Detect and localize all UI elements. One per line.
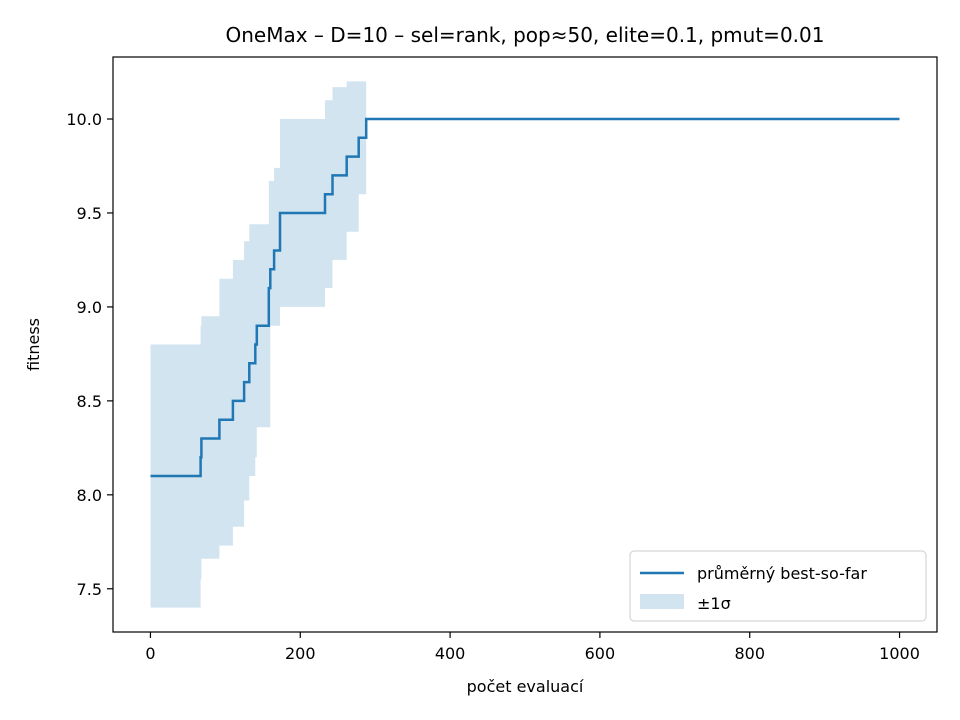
legend-band-swatch — [640, 594, 684, 609]
legend-box — [629, 550, 927, 622]
plot-area — [150, 81, 900, 608]
chart-title: OneMax – D=10 – sel=rank, pop≈50, elite=… — [226, 23, 825, 47]
x-tick-label: 200 — [285, 644, 316, 663]
legend: průměrný best-so-far ±1σ — [629, 550, 927, 622]
legend-label-sigma: ±1σ — [697, 594, 731, 613]
axes-frame — [112, 56, 938, 633]
y-tick-label: 9.5 — [77, 204, 102, 223]
x-tick-label: 1000 — [879, 644, 920, 663]
y-axis: 7.5 8.0 8.5 9.0 9.5 10.0 — [66, 110, 113, 599]
legend-label-mean: průměrný best-so-far — [697, 564, 867, 583]
x-tick-label: 600 — [585, 644, 616, 663]
mean-best-so-far-line — [150, 117, 900, 478]
y-tick-label: 10.0 — [66, 110, 102, 129]
x-axis-label: počet evaluací — [467, 677, 584, 696]
y-tick-label: 8.5 — [77, 392, 102, 411]
y-axis-label: fitness — [24, 318, 43, 371]
y-tick-label: 8.0 — [77, 486, 102, 505]
x-axis: 0 200 400 600 800 1000 — [145, 632, 920, 663]
x-tick-label: 800 — [734, 644, 765, 663]
sigma-band — [150, 81, 900, 608]
y-tick-label: 7.5 — [77, 580, 102, 599]
x-tick-label: 0 — [145, 644, 155, 663]
x-tick-label: 400 — [435, 644, 466, 663]
y-tick-label: 9.0 — [77, 298, 102, 317]
